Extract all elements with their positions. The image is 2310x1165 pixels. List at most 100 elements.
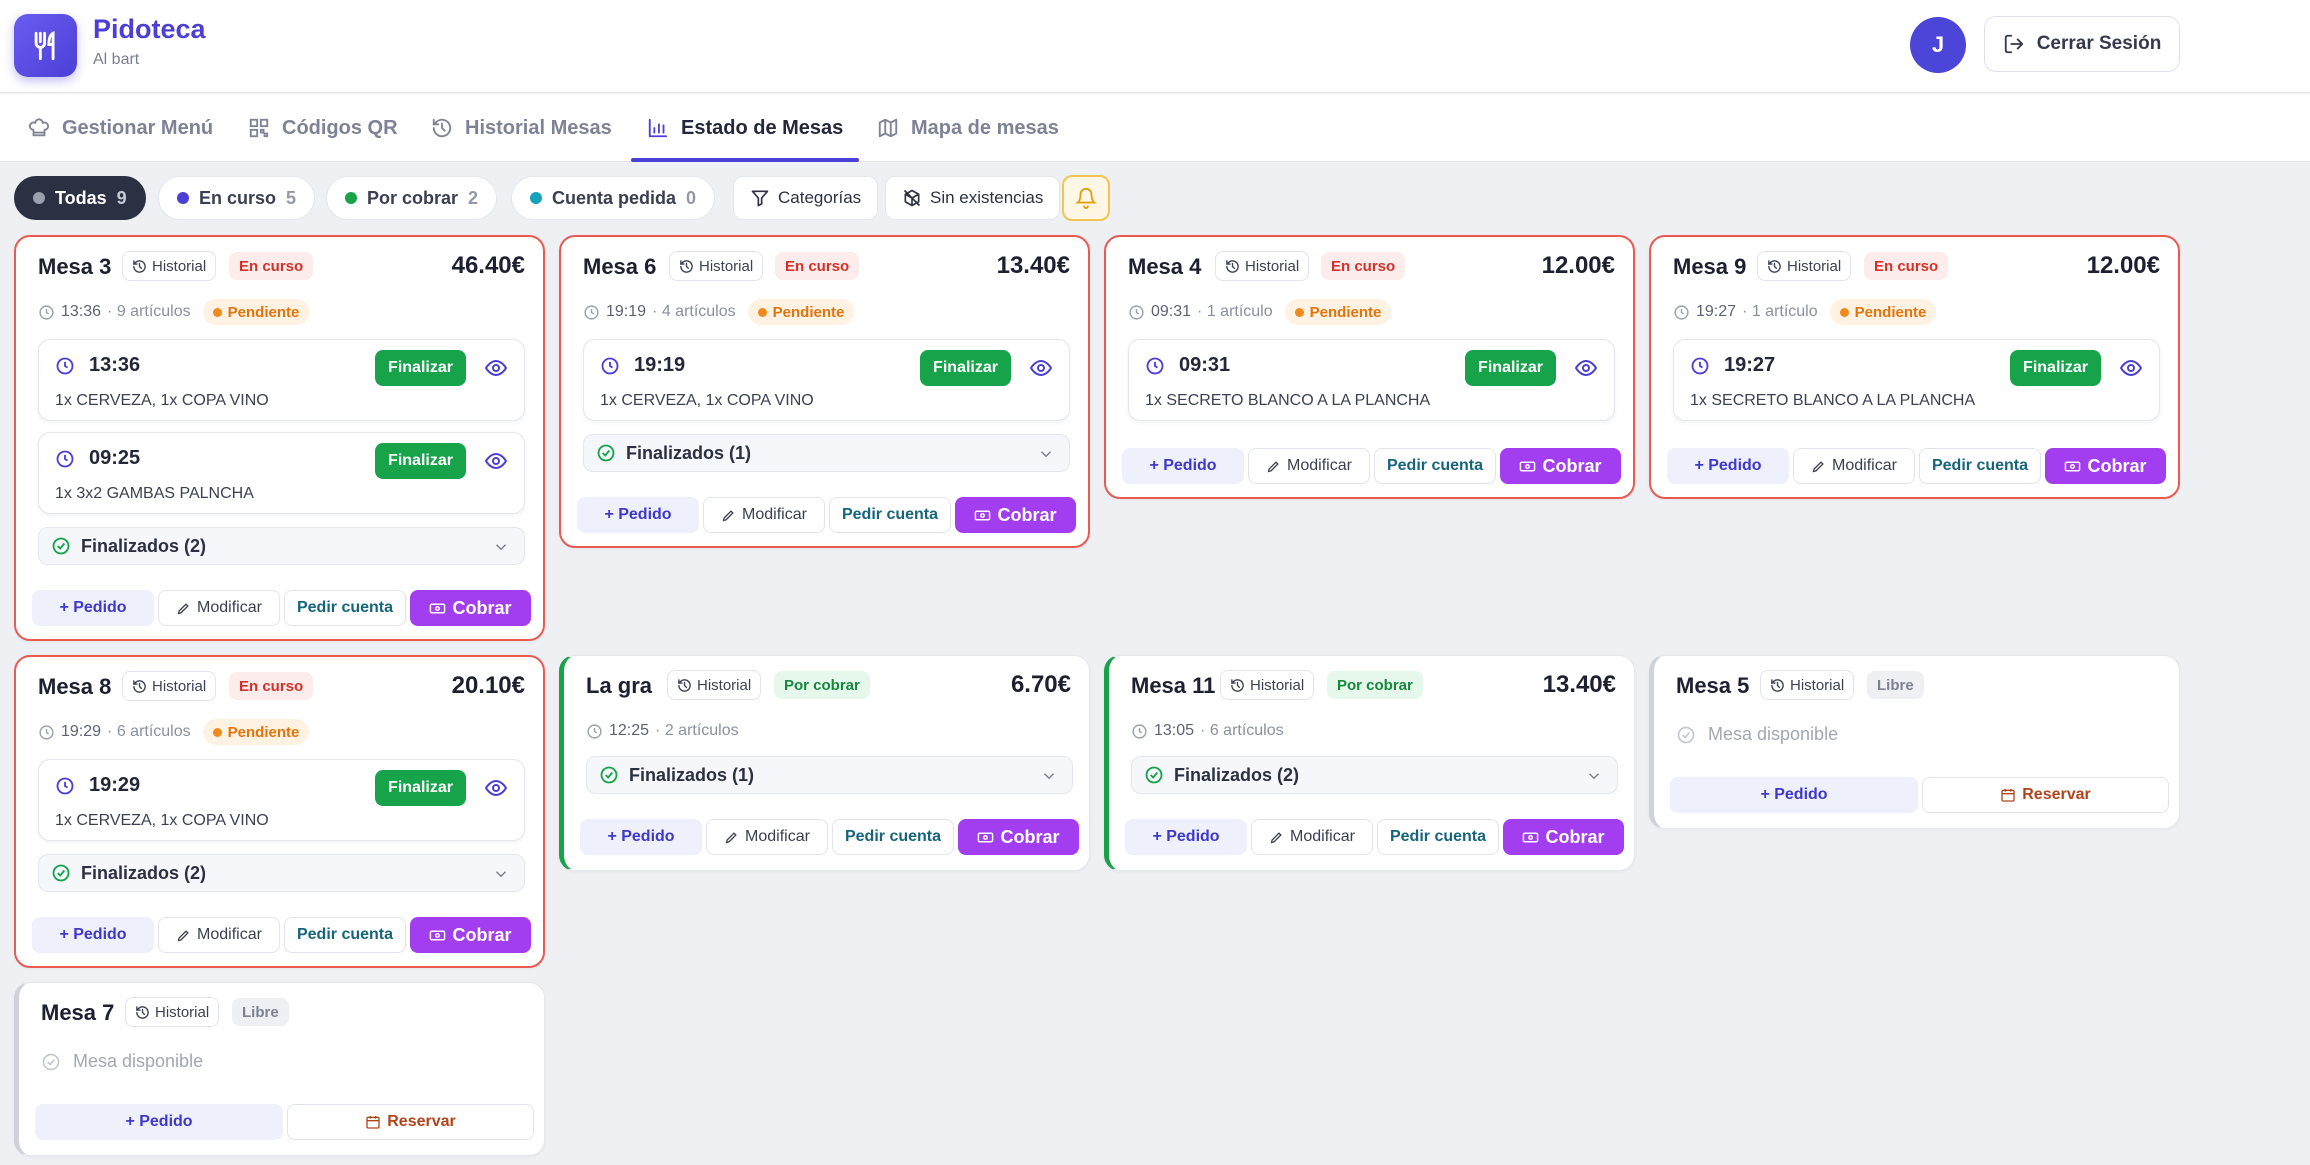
tab-estado-de-mesas[interactable]: Estado de Mesas (630, 94, 860, 162)
add-order-button[interactable]: + Pedido (1122, 448, 1244, 484)
clock-icon (601, 357, 619, 374)
finished-orders-toggle[interactable]: Finalizados (2) (38, 527, 525, 565)
request-bill-button[interactable]: Pedir cuenta (829, 497, 951, 533)
tab-codigos-qr[interactable]: Códigos QR (248, 94, 398, 162)
finished-orders-toggle[interactable]: Finalizados (1) (586, 756, 1073, 794)
history-button[interactable]: Historial (122, 251, 217, 281)
add-order-button[interactable]: + Pedido (32, 590, 154, 626)
charge-button[interactable]: Cobrar (2045, 448, 2166, 484)
table-card-mesa-3: Mesa 3 Historial En curso 46.40€ 13:36 ·… (14, 235, 545, 641)
add-order-button[interactable]: + Pedido (1670, 777, 1918, 813)
tab-mapa-de-mesas[interactable]: Mapa de mesas (877, 94, 1059, 162)
history-label: Historial (152, 677, 207, 695)
add-order-button[interactable]: + Pedido (35, 1104, 283, 1140)
status-badge: Por cobrar (1327, 671, 1423, 699)
add-order-button[interactable]: + Pedido (580, 819, 702, 855)
charge-button[interactable]: Cobrar (955, 497, 1076, 533)
request-bill-button[interactable]: Pedir cuenta (1919, 448, 2041, 484)
table-meta: 13:05 · 6 artículos (1131, 722, 1284, 740)
eye-icon[interactable] (1574, 356, 1598, 380)
tab-gestionar-menu[interactable]: Gestionar Menú (28, 94, 213, 162)
charge-button[interactable]: Cobrar (1500, 448, 1621, 484)
finalize-button[interactable]: Finalizar (2010, 350, 2101, 386)
logout-button[interactable]: Cerrar Sesión (1984, 16, 2180, 72)
calendar-icon (2001, 789, 2015, 802)
tab-historial-mesas[interactable]: Historial Mesas (431, 94, 612, 162)
history-button[interactable]: Historial (667, 670, 762, 700)
history-button[interactable]: Historial (669, 251, 764, 281)
table-meta: 09:31 · 1 artículo Pendiente (1128, 299, 1392, 325)
add-order-button[interactable]: + Pedido (1125, 819, 1247, 855)
charge-button[interactable]: Cobrar (958, 819, 1079, 855)
app-title: Pidoteca (93, 14, 206, 44)
add-order-button[interactable]: + Pedido (577, 497, 699, 533)
add-order-button[interactable]: + Pedido (1667, 448, 1789, 484)
eye-icon[interactable] (484, 356, 508, 380)
status-dot (345, 192, 357, 204)
request-bill-button[interactable]: Pedir cuenta (284, 590, 406, 626)
charge-button[interactable]: Cobrar (1503, 819, 1624, 855)
notifications-button[interactable] (1062, 175, 1110, 221)
eye-icon[interactable] (484, 449, 508, 473)
history-button[interactable]: Historial (1760, 670, 1855, 700)
modify-button[interactable]: Modificar (706, 819, 828, 855)
filter-todas[interactable]: Todas 9 (14, 176, 146, 220)
order-items: 1x CERVEZA, 1x COPA VINO (55, 392, 269, 409)
history-button[interactable]: Historial (1215, 251, 1310, 281)
modify-button[interactable]: Modificar (1793, 448, 1915, 484)
order-items: 1x SECRETO BLANCO A LA PLANCHA (1690, 392, 1976, 409)
modify-button[interactable]: Modificar (158, 917, 280, 953)
filter-cuenta-pedida[interactable]: Cuenta pedida 0 (511, 176, 716, 220)
filter-en-curso[interactable]: En curso 5 (158, 176, 316, 220)
eye-icon[interactable] (484, 776, 508, 800)
table-meta: 12:25 · 2 artículos (586, 722, 739, 740)
request-bill-button[interactable]: Pedir cuenta (284, 917, 406, 953)
order-time-label: 09:31 (1179, 354, 1231, 376)
modify-button[interactable]: Modificar (158, 590, 280, 626)
add-order-button[interactable]: + Pedido (32, 917, 154, 953)
categories-button[interactable]: Categorías (733, 176, 879, 220)
finalize-button[interactable]: Finalizar (375, 770, 466, 806)
finalize-button[interactable]: Finalizar (375, 350, 466, 386)
history-button[interactable]: Historial (1757, 251, 1852, 281)
finalize-button[interactable]: Finalizar (1465, 350, 1556, 386)
table-card-mesa-4: Mesa 4 Historial En curso 12.00€ 09:31 ·… (1104, 235, 1635, 499)
finished-orders-toggle[interactable]: Finalizados (2) (1131, 756, 1618, 794)
charge-button[interactable]: Cobrar (410, 917, 531, 953)
finished-orders-toggle[interactable]: Finalizados (2) (38, 854, 525, 892)
history-label: Historial (152, 257, 207, 275)
reserve-button[interactable]: Reservar (287, 1104, 534, 1140)
card-actions: + Pedido Modificar Pedir cuenta Cobrar (580, 819, 1079, 855)
filter-label: Por cobrar (367, 187, 459, 208)
history-button[interactable]: Historial (125, 997, 220, 1027)
finished-orders-toggle[interactable]: Finalizados (1) (583, 434, 1070, 472)
filter-por-cobrar[interactable]: Por cobrar 2 (326, 176, 498, 220)
eye-icon[interactable] (1029, 356, 1053, 380)
modify-button[interactable]: Modificar (703, 497, 825, 533)
request-bill-button[interactable]: Pedir cuenta (832, 819, 954, 855)
meta-time: 13:05 (1154, 722, 1195, 739)
request-bill-button[interactable]: Pedir cuenta (1377, 819, 1499, 855)
logout-icon (2004, 34, 2023, 54)
finalize-button[interactable]: Finalizar (920, 350, 1011, 386)
filter-icon (751, 190, 769, 207)
banknote-icon (975, 510, 991, 520)
modify-button[interactable]: Modificar (1251, 819, 1373, 855)
request-bill-button[interactable]: Pedir cuenta (1374, 448, 1496, 484)
pencil-icon (177, 929, 189, 941)
user-avatar[interactable]: J (1910, 17, 1966, 73)
clock-icon (56, 450, 74, 467)
charge-button[interactable]: Cobrar (410, 590, 531, 626)
eye-icon[interactable] (2119, 356, 2143, 380)
order-time: 09:31 (1145, 354, 1230, 377)
clock-icon (1132, 723, 1147, 739)
out-of-stock-button[interactable]: Sin existencias (885, 176, 1061, 220)
table-name: Mesa 4 (1128, 254, 1202, 279)
reserve-button[interactable]: Reservar (1922, 777, 2169, 813)
history-button[interactable]: Historial (1220, 670, 1315, 700)
history-button[interactable]: Historial (122, 671, 217, 701)
finalize-button[interactable]: Finalizar (375, 443, 466, 479)
history-label: Historial (1250, 676, 1305, 694)
order-time: 19:19 (600, 354, 685, 377)
modify-button[interactable]: Modificar (1248, 448, 1370, 484)
